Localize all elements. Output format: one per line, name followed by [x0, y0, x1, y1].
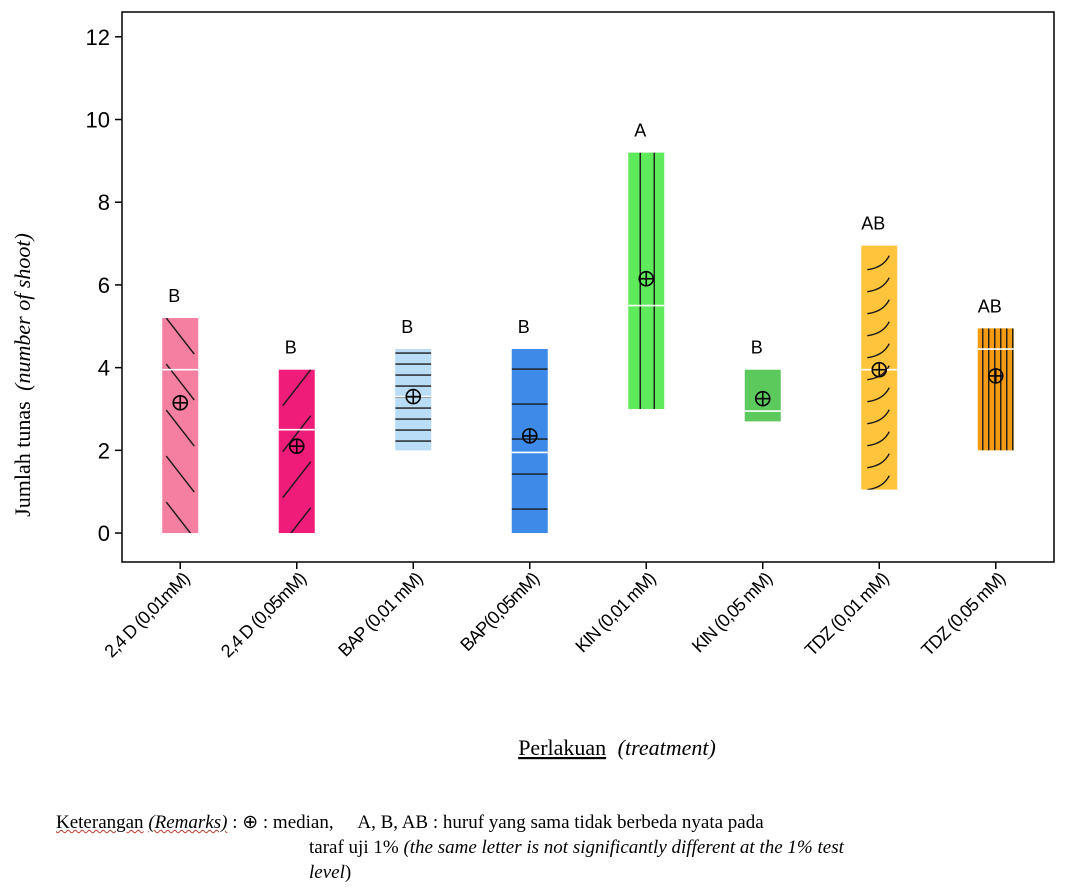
y-tick-label: 12	[86, 25, 110, 50]
median-marker-icon	[871, 361, 888, 378]
x-tick-label: 2,4 D (0,05mM)	[217, 569, 310, 662]
y-tick-label: 8	[98, 190, 110, 215]
y-tick-label: 2	[98, 438, 110, 463]
y-tick-label: 6	[98, 273, 110, 298]
y-axis-title: Jumlah tunas (number of shoot)	[10, 233, 35, 517]
y-axis-title-italic: (number of shoot)	[10, 233, 35, 391]
box-2: B	[278, 338, 315, 534]
remarks-line2-italic: (the same letter is not significantly di…	[403, 837, 844, 858]
remarks-line-1: Keterangan (Remarks) : ⊕ : median, A, B,…	[56, 810, 1046, 835]
x-tick-label: TDZ (0,01 mM)	[801, 569, 892, 660]
x-tick-label: BAP(0,05mM)	[456, 569, 542, 655]
box-4: B	[511, 317, 548, 534]
x-axis-title: Perlakuan (treatment)	[518, 735, 716, 760]
remarks-label: Keterangan	[56, 812, 144, 833]
x-axis-title-italic: (treatment)	[618, 735, 716, 760]
y-tick-label: 4	[98, 356, 110, 381]
box-5: A	[628, 121, 665, 409]
x-tick-label: KIN (0,01 mM)	[571, 569, 659, 657]
median-marker-icon	[405, 388, 422, 405]
plot-border	[121, 11, 1055, 563]
x-tick-label: BAP (0,01 mM)	[334, 569, 426, 661]
box-8: AB	[978, 296, 1014, 451]
remarks-letters-text: : huruf yang sama tidak berbeda nyata pa…	[428, 812, 764, 833]
remarks-line3-close: )	[344, 862, 352, 883]
y-axis-title-main: Jumlah tunas	[10, 401, 35, 517]
y-tick-label: 0	[98, 521, 110, 546]
box-7: AB	[861, 214, 898, 490]
x-axis: 2,4 D (0,01mM) 2,4 D (0,05mM) BAP (0,01 mM…	[100, 562, 1009, 662]
box-pattern	[282, 369, 312, 534]
x-tick-label: 2,4 D (0,01mM)	[100, 569, 193, 662]
y-tick-label: 10	[86, 108, 110, 133]
box-3: B	[395, 317, 432, 451]
significance-letter: B	[518, 317, 530, 337]
significance-letter: AB	[861, 214, 885, 234]
x-tick-label: KIN (0,05 mM)	[688, 569, 776, 657]
significance-letter: B	[168, 286, 180, 306]
remarks-median-text: : median,	[258, 812, 334, 833]
median-marker-icon	[638, 270, 655, 287]
median-marker-icon	[754, 390, 771, 407]
box-rect	[162, 318, 199, 534]
box-6: B	[744, 338, 781, 422]
remarks-line-3: level)	[56, 860, 1046, 885]
significance-letter: A	[634, 121, 646, 141]
remarks-line3-italic: level	[309, 862, 345, 883]
plot-frame	[121, 11, 1055, 563]
median-marker-icon	[172, 394, 189, 411]
remarks: Keterangan (Remarks) : ⊕ : median, A, B,…	[56, 810, 1046, 885]
significance-letter: B	[285, 338, 297, 358]
x-tick-label: TDZ (0,05 mM)	[917, 569, 1008, 660]
y-axis: 0 2 4 6 8 10 12	[86, 25, 122, 546]
median-symbol-icon: ⊕	[242, 812, 259, 833]
remarks-line2-text: taraf uji 1%	[309, 837, 404, 858]
box-1: B	[162, 286, 199, 534]
significance-letter: B	[401, 317, 413, 337]
x-axis-title-main: Perlakuan	[518, 735, 606, 760]
remarks-label-italic: (Remarks)	[148, 812, 228, 833]
remarks-line-2: taraf uji 1% (the same letter is not sig…	[56, 835, 1046, 860]
box-pattern	[867, 255, 890, 490]
median-marker-icon	[987, 368, 1004, 384]
significance-letter: B	[751, 338, 763, 358]
median-marker-icon	[521, 428, 538, 444]
significance-letter: AB	[978, 296, 1002, 316]
remarks-sep: :	[227, 812, 243, 833]
median-marker-icon	[288, 438, 305, 455]
remarks-letters: A, B, AB	[357, 812, 429, 833]
